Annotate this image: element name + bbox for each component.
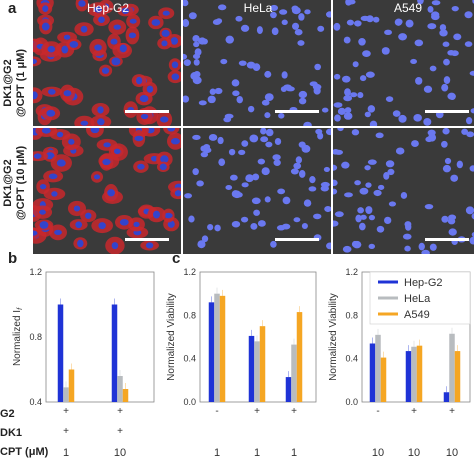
cond-dk1-value: +	[63, 426, 69, 437]
ytick-label: 0.0	[345, 397, 358, 407]
micrograph-hela-row1	[183, 0, 331, 126]
col-title-hela: HeLa	[243, 1, 273, 15]
cond-cpt-value: 1	[254, 447, 260, 459]
bar	[411, 346, 417, 402]
panel-letter-c: c	[172, 250, 181, 267]
bar	[369, 343, 376, 402]
cond-g2-value: -	[376, 406, 379, 417]
bar	[117, 376, 123, 402]
bar	[254, 341, 260, 402]
cond-g2-value: +	[117, 406, 123, 417]
micrograph-hepg2-row2	[33, 128, 181, 254]
cond-cpt-value: 10	[446, 447, 458, 459]
cond-label-cpt: CPT (μM)	[0, 446, 49, 458]
ylabel: Normalized Viability	[328, 293, 339, 381]
cond-g2-value: -	[215, 406, 218, 417]
bar	[380, 357, 387, 402]
cond-cpt-value: 1	[63, 447, 69, 459]
panel-letter-b: b	[8, 250, 18, 267]
cond-g2-value: +	[254, 406, 260, 417]
scale-bar	[425, 238, 469, 241]
col-title-a549: A549	[393, 1, 423, 15]
bar	[443, 392, 450, 402]
legend-label: A549	[404, 309, 430, 321]
scale-bar	[425, 110, 469, 113]
cond-g2-value: +	[411, 406, 417, 417]
cond-cpt-value: 10	[114, 447, 126, 459]
ytick-label: 0.8	[29, 332, 42, 342]
ytick-label: 0.4	[345, 354, 358, 364]
scale-bar	[275, 110, 319, 113]
bar	[208, 302, 215, 402]
ytick-label: 0.8	[183, 310, 196, 320]
bar	[291, 344, 297, 402]
bar	[219, 295, 226, 402]
bar	[416, 345, 423, 402]
scale-bar	[275, 238, 319, 241]
legend-label: Hep-G2	[404, 277, 443, 289]
bar	[454, 351, 461, 402]
ytick-label: 1.2	[345, 267, 358, 277]
bar	[248, 335, 255, 402]
cond-cpt-value: 1	[214, 447, 220, 459]
cond-g2-value: +	[449, 406, 455, 417]
bar	[296, 312, 303, 402]
bar	[375, 334, 381, 402]
bar	[405, 351, 412, 402]
panel-letter-a: a	[8, 0, 17, 17]
scale-bar	[125, 110, 169, 113]
cond-label-g2: G2	[0, 408, 15, 420]
bar	[214, 293, 220, 402]
ytick-label: 1.2	[183, 267, 196, 277]
cond-cpt-value: 10	[372, 447, 384, 459]
micrograph-a549-row2	[333, 128, 474, 254]
scale-bar	[125, 238, 169, 241]
legend-label: HeLa	[404, 293, 431, 305]
bar	[111, 304, 118, 402]
cond-g2-value: +	[63, 406, 69, 417]
bar	[285, 377, 292, 402]
micrograph-hepg2-row1	[33, 0, 181, 126]
micrograph-hela-row2	[183, 128, 331, 254]
bar	[68, 369, 75, 402]
bar	[259, 326, 266, 402]
cond-cpt-value: 10	[408, 447, 420, 459]
cond-dk1-value: +	[117, 426, 123, 437]
ytick-label: 0.0	[183, 397, 196, 407]
ytick-label: 0.4	[183, 354, 196, 364]
plot-frame-b	[45, 271, 155, 403]
ytick-label: 1.2	[29, 267, 42, 277]
ylabel: Normalized Viability	[166, 293, 177, 381]
ytick-label: 0.4	[29, 397, 42, 407]
cond-label-dk1: DK1	[0, 427, 23, 439]
micrograph-a549-row1	[333, 0, 474, 126]
bar	[57, 304, 64, 402]
bar	[122, 389, 129, 402]
cond-g2-value: +	[291, 406, 297, 417]
ytick-label: 0.8	[345, 310, 358, 320]
bar	[63, 387, 69, 402]
bar	[449, 333, 455, 402]
col-title-hepg2: Hep-G2	[86, 1, 130, 15]
ylabel: Normalized If	[12, 307, 24, 366]
cond-cpt-value: 1	[291, 447, 297, 459]
